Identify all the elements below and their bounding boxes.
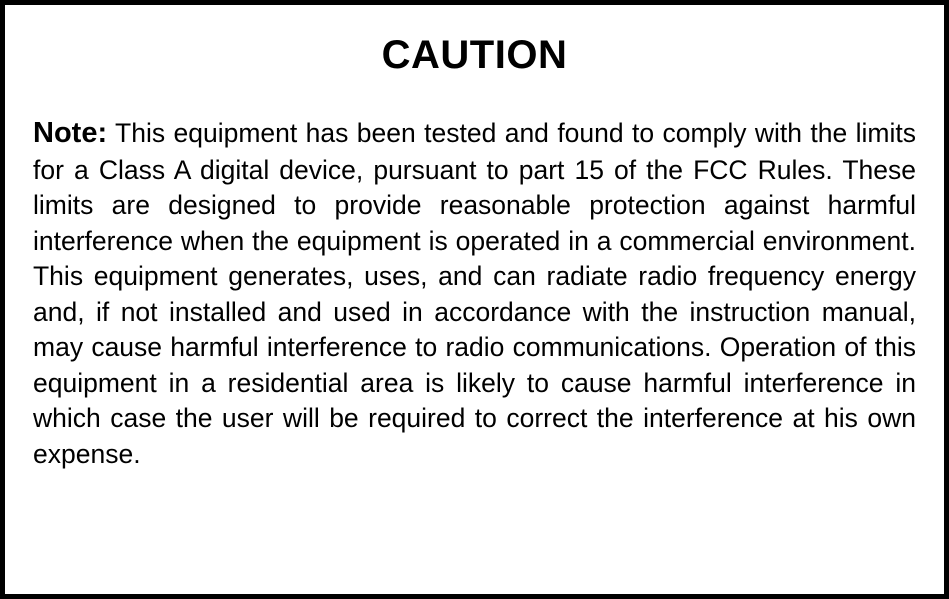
caution-body-text: This equipment has been tested and found… <box>33 118 916 469</box>
note-label: Note: <box>33 117 107 149</box>
caution-box: CAUTION Note: This equipment has been te… <box>0 0 949 599</box>
caution-body: Note: This equipment has been tested and… <box>33 114 916 472</box>
caution-title: CAUTION <box>33 33 916 78</box>
